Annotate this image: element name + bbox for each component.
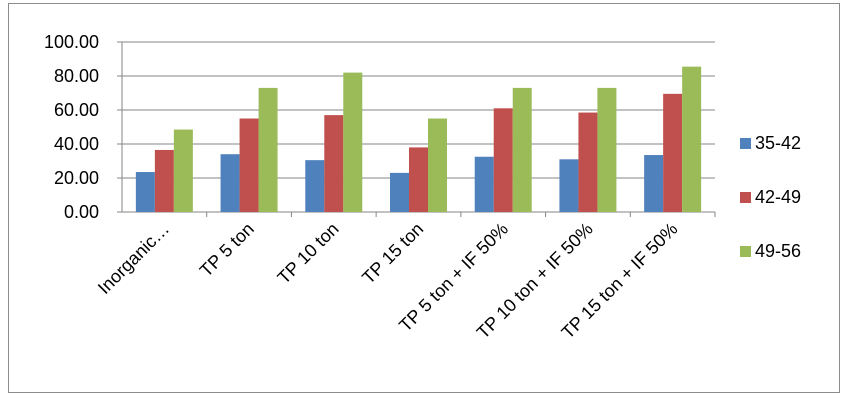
bar-49-56-1 — [259, 88, 278, 212]
legend-swatch — [740, 192, 751, 203]
bar-35-42-5 — [559, 159, 578, 212]
bar-42-49-3 — [409, 147, 428, 212]
bar-35-42-2 — [305, 160, 324, 212]
bar-42-49-1 — [240, 119, 259, 213]
bar-49-56-6 — [682, 67, 701, 212]
bar-49-56-5 — [597, 88, 616, 212]
y-tick-label: 100.00 — [44, 32, 99, 52]
legend-swatch — [740, 138, 751, 149]
bar-35-42-6 — [644, 155, 663, 212]
bar-35-42-0 — [136, 172, 155, 212]
y-tick-label: 0.00 — [64, 202, 99, 222]
bar-42-49-0 — [155, 150, 174, 212]
x-category-label: TP 15 ton — [358, 219, 427, 288]
legend-label: 35-42 — [755, 133, 801, 153]
x-category-label: TP 5 ton — [196, 219, 258, 281]
bar-42-49-6 — [663, 94, 682, 212]
legend-label: 42-49 — [755, 187, 801, 207]
bar-42-49-4 — [494, 108, 513, 212]
legend: 35-42 42-49 49-56 — [740, 133, 801, 261]
bar-35-42-4 — [475, 157, 494, 212]
bar-42-49-5 — [578, 113, 597, 212]
bar-35-42-3 — [390, 173, 409, 212]
bar-49-56-0 — [174, 130, 193, 212]
legend-label: 49-56 — [755, 241, 801, 261]
y-tick-labels: 0.00 20.00 40.00 60.00 80.00 100.00 — [44, 32, 99, 222]
y-tick-label: 40.00 — [54, 134, 99, 154]
bar-35-42-1 — [221, 154, 240, 212]
y-tick-label: 20.00 — [54, 168, 99, 188]
x-category-label: Inorganic… — [94, 219, 173, 298]
y-tick-label: 80.00 — [54, 66, 99, 86]
legend-swatch — [740, 246, 751, 257]
y-tick-label: 60.00 — [54, 100, 99, 120]
bar-49-56-4 — [513, 88, 532, 212]
x-category-label: TP 10 ton — [274, 219, 343, 288]
bar-49-56-2 — [343, 73, 362, 212]
bar-42-49-2 — [324, 115, 343, 212]
bars — [136, 67, 701, 212]
bar-49-56-3 — [428, 119, 447, 213]
